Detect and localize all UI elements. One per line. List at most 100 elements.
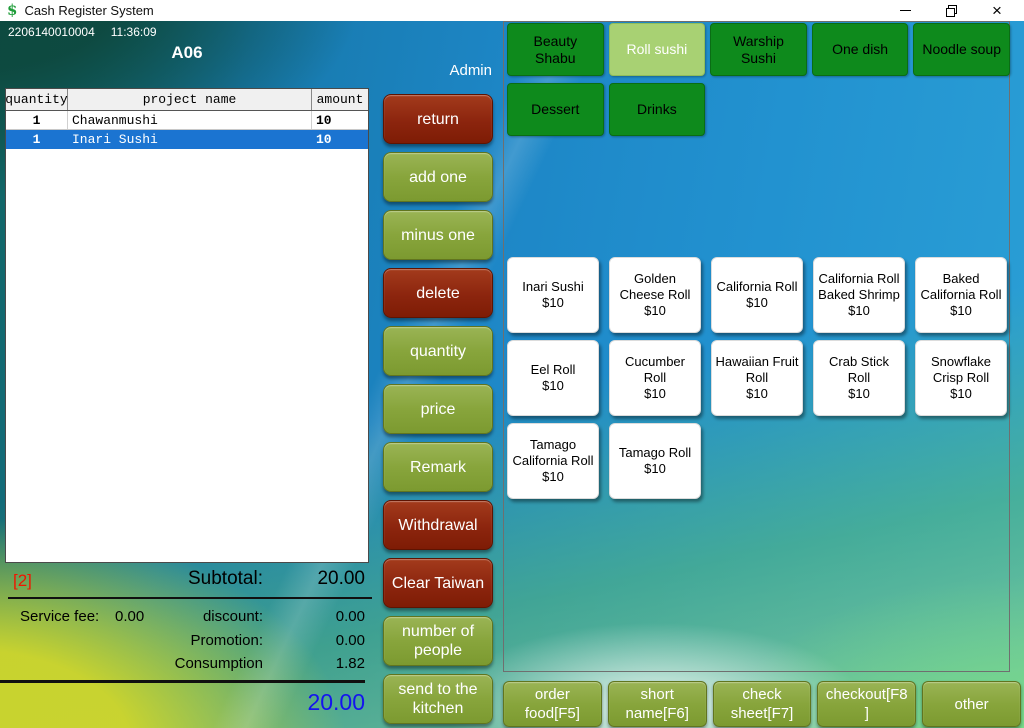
product-price: $10 [542, 295, 564, 310]
checkout-f8-button[interactable]: checkout[F8 ] [817, 681, 917, 727]
cell-amount: 10 [316, 131, 332, 147]
other-button[interactable]: other [922, 681, 1021, 727]
order-food-f5-button[interactable]: order food[F5] [503, 681, 602, 727]
product-california-roll-baked-shrimp[interactable]: California Roll Baked Shrimp $10 [813, 257, 905, 333]
category-noodle-soup[interactable]: Noodle soup [913, 23, 1010, 76]
product-tamago-roll[interactable]: Tamago Roll $10 [609, 423, 701, 499]
return-button[interactable]: return [383, 94, 493, 144]
product-name: Inari Sushi [522, 279, 584, 294]
logged-in-user: Admin [449, 62, 492, 79]
promotion-label: Promotion: [190, 632, 263, 649]
product-inari-sushi[interactable]: Inari Sushi $10 [507, 257, 599, 333]
withdrawal-button[interactable]: Withdrawal [383, 500, 493, 550]
product-price: $10 [542, 378, 564, 393]
column-header-quantity: quantity [5, 89, 68, 110]
summary-divider-bottom [0, 680, 365, 683]
product-grid: Inari Sushi $10 Golden Cheese Roll $10 Calif… [507, 257, 1007, 499]
product-name: California Roll [716, 279, 798, 294]
category-one-dish[interactable]: One dish [811, 23, 909, 76]
category-tabs: Beauty Shabu Roll sushi Warship Sushi One d… [507, 23, 1010, 136]
product-golden-cheese-roll[interactable]: Golden Cheese Roll $10 [609, 257, 701, 333]
consumption-value: 1.82 [335, 655, 365, 672]
discount-label: discount: [202, 608, 263, 625]
order-number: 2206140010004 [8, 25, 95, 39]
close-button[interactable]: × [974, 0, 1020, 21]
restore-icon [945, 5, 957, 17]
product-price: $10 [746, 295, 768, 310]
price-button[interactable]: price [383, 384, 493, 434]
product-price: $10 [746, 386, 768, 401]
minimize-button[interactable] [882, 0, 928, 21]
summary-divider-top [8, 597, 372, 599]
product-name: Golden Cheese Roll [619, 271, 691, 302]
remark-button[interactable]: Remark [383, 442, 493, 492]
product-cucumber-roll[interactable]: Cucumber Roll $10 [609, 340, 701, 416]
product-crab-stick-roll[interactable]: Crab Stick Roll $10 [813, 340, 905, 416]
dollar-app-icon: $ [7, 1, 18, 19]
product-eel-roll[interactable]: Eel Roll $10 [507, 340, 599, 416]
quantity-button[interactable]: quantity [383, 326, 493, 376]
product-name: Snowflake Crisp Roll [931, 354, 991, 385]
subtotal-value: 20.00 [317, 568, 365, 589]
category-warship-sushi[interactable]: Warship Sushi [710, 23, 807, 76]
item-count-badge: [2] [13, 571, 32, 590]
product-price: $10 [644, 386, 666, 401]
bottom-action-bar: order food[F5] short name[F6] check sheet[… [503, 681, 1021, 727]
cell-amount: 10 [316, 112, 332, 128]
close-icon: × [992, 1, 1002, 20]
product-tamago-california-roll[interactable]: Tamago California Roll $10 [507, 423, 599, 499]
product-price: $10 [848, 303, 870, 318]
category-dessert[interactable]: Dessert [507, 83, 604, 136]
product-baked-california-roll[interactable]: Baked California Roll $10 [915, 257, 1007, 333]
column-header-project-name: project name [68, 89, 312, 110]
clear-taiwan-button[interactable]: Clear Taiwan [383, 558, 493, 608]
product-price: $10 [644, 461, 666, 476]
restore-button[interactable] [928, 0, 974, 21]
product-name: Tamago Roll [618, 445, 692, 460]
grand-total-value: 20.00 [307, 689, 365, 715]
short-name-f6-button[interactable]: short name[F6] [607, 681, 707, 727]
delete-button[interactable]: delete [383, 268, 493, 318]
cell-project-name: Inari Sushi [68, 130, 312, 148]
consumption-label: Consumption [174, 655, 263, 672]
table-row[interactable]: 1 Chawanmushi 10 [6, 111, 368, 130]
table-name: A06 [171, 43, 203, 62]
action-button-column: return add one minus one delete quantity pric… [383, 94, 493, 724]
main-area: 2206140010004 11:36:09 A06 Admin quantit… [0, 21, 1024, 728]
check-sheet-f7-button[interactable]: check sheet[F7] [712, 681, 812, 727]
category-drinks[interactable]: Drinks [608, 83, 706, 136]
minus-one-button[interactable]: minus one [383, 210, 493, 260]
product-price: $10 [542, 469, 564, 484]
category-roll-sushi[interactable]: Roll sushi [608, 23, 706, 76]
cell-quantity: 1 [6, 130, 68, 148]
number-of-people-button[interactable]: number of people [383, 616, 493, 666]
service-fee-value: 0.00 [115, 608, 145, 625]
table-header-row: quantity project name amount [5, 89, 368, 111]
product-price: $10 [848, 386, 870, 401]
window-title: Cash Register System [24, 3, 154, 18]
cell-quantity: 1 [6, 111, 68, 129]
cell-project-name: Chawanmushi [68, 111, 312, 129]
order-items-table: quantity project name amount 1 Chawanmush… [5, 88, 369, 563]
status-line: 2206140010004 11:36:09 [8, 25, 157, 39]
order-summary: [2] Subtotal: 20.00 Service fee: 0.00 di… [0, 563, 372, 728]
product-price: $10 [644, 303, 666, 318]
add-one-button[interactable]: add one [383, 152, 493, 202]
column-header-amount: amount [316, 92, 364, 107]
category-beauty-shabu[interactable]: Beauty Shabu [507, 23, 604, 76]
clock: 11:36:09 [110, 25, 157, 39]
product-snowflake-crisp-roll[interactable]: Snowflake Crisp Roll $10 [915, 340, 1007, 416]
send-to-the-kitchen-button[interactable]: send to the kitchen [383, 674, 493, 724]
table-body: 1 Chawanmushi 10 1 Inari Sushi 10 [6, 111, 368, 149]
promotion-value: 0.00 [335, 632, 365, 649]
product-california-roll[interactable]: California Roll $10 [711, 257, 803, 333]
product-name: Baked California Roll [920, 271, 1002, 302]
product-name: Tamago California Roll [512, 437, 594, 468]
product-price: $10 [950, 303, 972, 318]
table-row[interactable]: 1 Inari Sushi 10 [6, 130, 368, 149]
window-controls: × [882, 0, 1020, 21]
product-hawaiian-fruit-roll[interactable]: Hawaiian Fruit Roll $10 [711, 340, 803, 416]
product-name: Cucumber Roll [625, 354, 685, 385]
product-name: Eel Roll [530, 362, 576, 377]
